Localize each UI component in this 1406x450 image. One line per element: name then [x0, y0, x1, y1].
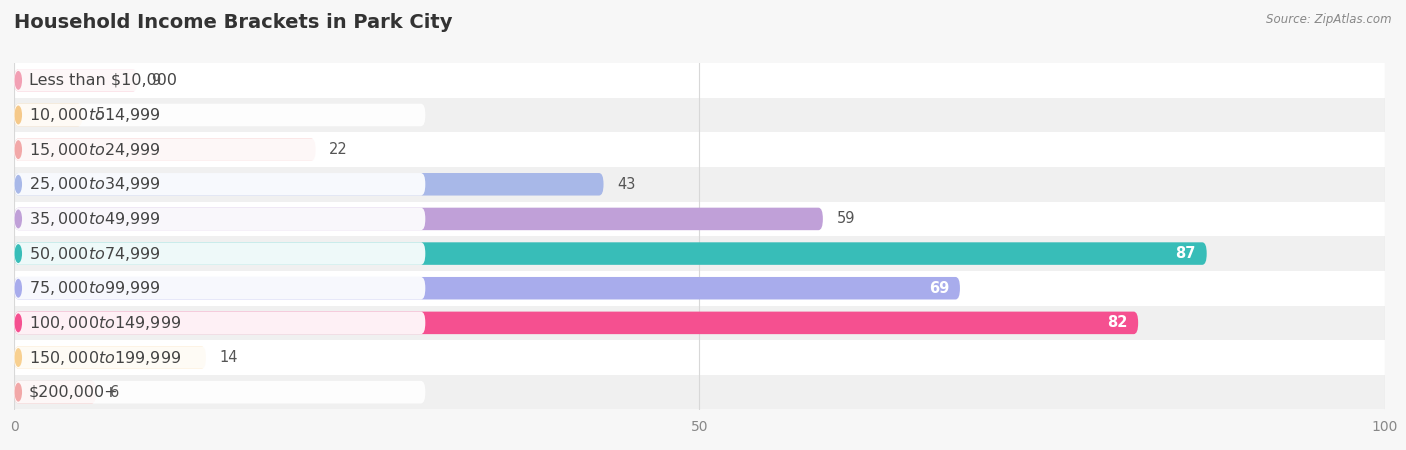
- Text: 14: 14: [219, 350, 238, 365]
- FancyBboxPatch shape: [14, 173, 603, 196]
- Text: $10,000 to $14,999: $10,000 to $14,999: [30, 106, 160, 124]
- Bar: [14, 132, 1385, 167]
- Text: 6: 6: [110, 385, 120, 400]
- Bar: [14, 340, 1385, 375]
- FancyBboxPatch shape: [14, 381, 96, 404]
- Circle shape: [14, 279, 22, 298]
- Circle shape: [14, 244, 22, 263]
- Text: $25,000 to $34,999: $25,000 to $34,999: [30, 175, 160, 194]
- Circle shape: [14, 175, 22, 194]
- FancyBboxPatch shape: [14, 138, 425, 161]
- FancyBboxPatch shape: [14, 104, 425, 126]
- Text: 69: 69: [929, 281, 949, 296]
- Text: $200,000+: $200,000+: [30, 385, 118, 400]
- Bar: [14, 271, 1385, 306]
- Text: $15,000 to $24,999: $15,000 to $24,999: [30, 140, 160, 159]
- Circle shape: [14, 348, 22, 367]
- Text: Less than $10,000: Less than $10,000: [30, 73, 177, 88]
- Text: $35,000 to $49,999: $35,000 to $49,999: [30, 210, 160, 228]
- Circle shape: [14, 140, 22, 159]
- FancyBboxPatch shape: [14, 207, 425, 230]
- Text: 9: 9: [152, 73, 160, 88]
- Text: Household Income Brackets in Park City: Household Income Brackets in Park City: [14, 14, 453, 32]
- Bar: [14, 236, 1385, 271]
- FancyBboxPatch shape: [14, 138, 315, 161]
- FancyBboxPatch shape: [14, 104, 83, 126]
- FancyBboxPatch shape: [14, 207, 823, 230]
- Bar: [14, 306, 1385, 340]
- Text: 22: 22: [329, 142, 349, 157]
- FancyBboxPatch shape: [14, 311, 1139, 334]
- FancyBboxPatch shape: [14, 346, 207, 369]
- Circle shape: [14, 313, 22, 333]
- Text: $75,000 to $99,999: $75,000 to $99,999: [30, 279, 160, 297]
- FancyBboxPatch shape: [14, 242, 1206, 265]
- FancyBboxPatch shape: [14, 173, 425, 196]
- Bar: [14, 375, 1385, 410]
- Text: 43: 43: [617, 177, 636, 192]
- FancyBboxPatch shape: [14, 277, 960, 300]
- Text: Source: ZipAtlas.com: Source: ZipAtlas.com: [1267, 14, 1392, 27]
- Text: $50,000 to $74,999: $50,000 to $74,999: [30, 245, 160, 262]
- FancyBboxPatch shape: [14, 242, 425, 265]
- Bar: [14, 167, 1385, 202]
- Circle shape: [14, 105, 22, 125]
- Text: 59: 59: [837, 212, 855, 226]
- Text: $100,000 to $149,999: $100,000 to $149,999: [30, 314, 181, 332]
- FancyBboxPatch shape: [14, 311, 425, 334]
- Bar: [14, 63, 1385, 98]
- Circle shape: [14, 382, 22, 402]
- FancyBboxPatch shape: [14, 277, 425, 300]
- FancyBboxPatch shape: [14, 381, 425, 404]
- Text: 82: 82: [1107, 315, 1128, 330]
- Circle shape: [14, 209, 22, 229]
- Text: 5: 5: [96, 108, 105, 122]
- Text: 87: 87: [1175, 246, 1195, 261]
- FancyBboxPatch shape: [14, 346, 425, 369]
- Circle shape: [14, 71, 22, 90]
- Bar: [14, 202, 1385, 236]
- Text: $150,000 to $199,999: $150,000 to $199,999: [30, 348, 181, 366]
- Bar: [14, 98, 1385, 132]
- FancyBboxPatch shape: [14, 69, 425, 92]
- FancyBboxPatch shape: [14, 69, 138, 92]
